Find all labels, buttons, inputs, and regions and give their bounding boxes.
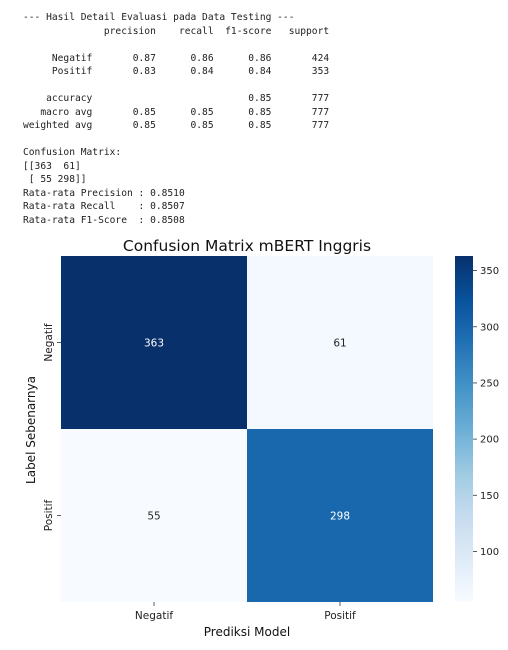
console-line: Rata-rata Precision : 0.8510 (23, 187, 185, 199)
y-tick-label: Negatif (43, 323, 55, 361)
cell-value-label: 55 (147, 511, 160, 523)
x-tick-label: Negatif (135, 610, 173, 622)
console-line: weighted avg 0.85 0.85 0.85 777 (23, 120, 330, 131)
console-line: [ 55 298]] (23, 174, 87, 185)
heatmap-cells (61, 256, 433, 602)
colorbar-tick-label: 100 (480, 547, 499, 558)
console-line: precision recall f1-score support (23, 25, 330, 37)
cell-value-label: 61 (333, 338, 346, 350)
colorbar-tick-label: 350 (480, 266, 499, 277)
colorbar-tick-label: 200 (480, 435, 499, 446)
console-line: Rata-rata Recall : 0.8507 (23, 201, 185, 212)
x-tick-label: Positif (324, 610, 356, 622)
y-tick-label: Positif (43, 499, 55, 531)
x-axis-label: Prediksi Model (204, 625, 290, 639)
x-axis-ticks: Negatif Positif (135, 602, 356, 622)
heatmap-cell-labels: 363 61 55 298 (144, 338, 350, 523)
colorbar-ticks: 100 150 200 250 300 350 (473, 266, 499, 558)
colorbar-tick-label: 250 (480, 378, 499, 389)
y-axis-ticks: Negatif Positif (43, 323, 61, 531)
cell-value-label: 298 (330, 511, 350, 523)
console-line: [[363 61] (23, 160, 81, 172)
colorbar-tick-label: 150 (480, 491, 499, 502)
colorbar (455, 256, 473, 602)
console-line: Confusion Matrix: (23, 147, 122, 158)
confusion-matrix-chart: Confusion Matrix mBERT Inggris 363 61 55 29… (24, 237, 499, 639)
heatmap-cell (61, 256, 247, 429)
console-line: accuracy 0.85 777 (23, 93, 330, 104)
console-output: --- Hasil Detail Evaluasi pada Data Test… (23, 11, 329, 227)
heatmap-cell (247, 256, 433, 429)
cell-value-label: 363 (144, 338, 164, 350)
console-line: Positif 0.83 0.84 0.84 353 (23, 66, 330, 77)
chart-title: Confusion Matrix mBERT Inggris (123, 237, 371, 255)
heatmap-cell (61, 429, 247, 602)
colorbar-tick-label: 300 (480, 322, 499, 333)
console-line: --- Hasil Detail Evaluasi pada Data Test… (23, 12, 295, 23)
heatmap-cell (247, 429, 433, 602)
console-line: Rata-rata F1-Score : 0.8508 (23, 214, 185, 226)
y-axis-label: Label Sebenarnya (24, 376, 38, 484)
console-line: macro avg 0.85 0.85 0.85 777 (23, 106, 330, 118)
console-line: Negatif 0.87 0.86 0.86 424 (23, 52, 330, 64)
